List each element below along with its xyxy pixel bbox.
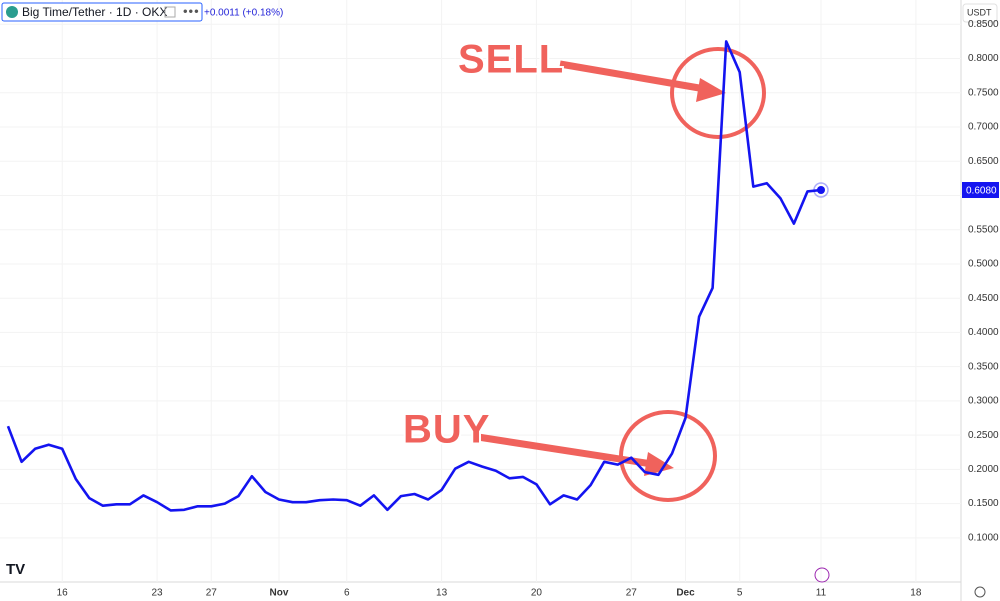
y-tick-label: 0.5000 (968, 259, 999, 270)
x-tick-label: 23 (151, 588, 163, 599)
legend-box[interactable] (1, 2, 203, 22)
price-line (6, 40, 822, 512)
x-tick-label: 6 (344, 588, 350, 599)
x-tick-label: 5 (737, 588, 743, 599)
legend-menu[interactable]: ••• (183, 3, 200, 18)
y-tick-label: 0.4500 (968, 293, 999, 304)
events-icon[interactable] (814, 567, 830, 583)
x-tick-label: 27 (626, 588, 638, 599)
y-tick-label: 0.7500 (968, 87, 999, 98)
y-tick-label: 0.1500 (968, 498, 999, 509)
sell-annotation: SELL (456, 36, 766, 139)
y-tick-label: 0.2500 (968, 430, 999, 441)
y-tick-label: 0.7000 (968, 122, 999, 133)
settings-icon[interactable] (974, 586, 986, 598)
arrow-shaft (559, 60, 706, 93)
y-tick-label: 0.2000 (968, 464, 999, 475)
highlight-circle (670, 47, 766, 139)
x-tick-label: 18 (910, 588, 922, 599)
y-tick-label: 0.1000 (968, 532, 999, 543)
x-tick-label: 20 (531, 588, 543, 599)
y-tick-label: 0.3500 (968, 361, 999, 372)
buy-label: BUY (403, 408, 490, 452)
y-tick-label: 0.5500 (968, 224, 999, 235)
currency-label[interactable]: USDT (967, 7, 992, 17)
x-tick-label: 27 (206, 588, 218, 599)
arrow-head (696, 78, 726, 102)
x-tick-label: 11 (816, 588, 827, 599)
buy-annotation: BUY (401, 406, 717, 502)
sell-label: SELL (458, 38, 564, 82)
y-tick-label: 0.6500 (968, 156, 999, 167)
arrow-shaft (477, 433, 653, 468)
plot-area (0, 0, 961, 582)
symbol-title: Big Time/Tether · 1D · OKX (22, 5, 167, 19)
last-price-tag (962, 182, 999, 199)
y-tick-label: 0.8500 (968, 19, 999, 30)
y-tick-label: 0.3000 (968, 396, 999, 407)
last-price-label: 0.6080 (966, 186, 997, 197)
legend-icon[interactable] (164, 6, 176, 18)
price-change: +0.0011 (+0.18%) (204, 8, 283, 19)
arrow-head (644, 452, 674, 476)
currency-button[interactable] (962, 3, 998, 23)
tv-logo[interactable]: TV (6, 561, 25, 578)
last-point (817, 186, 825, 195)
x-tick-label: Nov (270, 588, 289, 599)
symbol-icon (6, 6, 18, 18)
x-tick-label: Dec (676, 588, 695, 599)
x-tick-label: 16 (57, 588, 69, 599)
x-tick-label: 13 (436, 588, 448, 599)
y-tick-label: 0.4000 (968, 327, 999, 338)
last-point-halo (813, 182, 829, 198)
y-tick-label: 0.8000 (968, 53, 999, 64)
